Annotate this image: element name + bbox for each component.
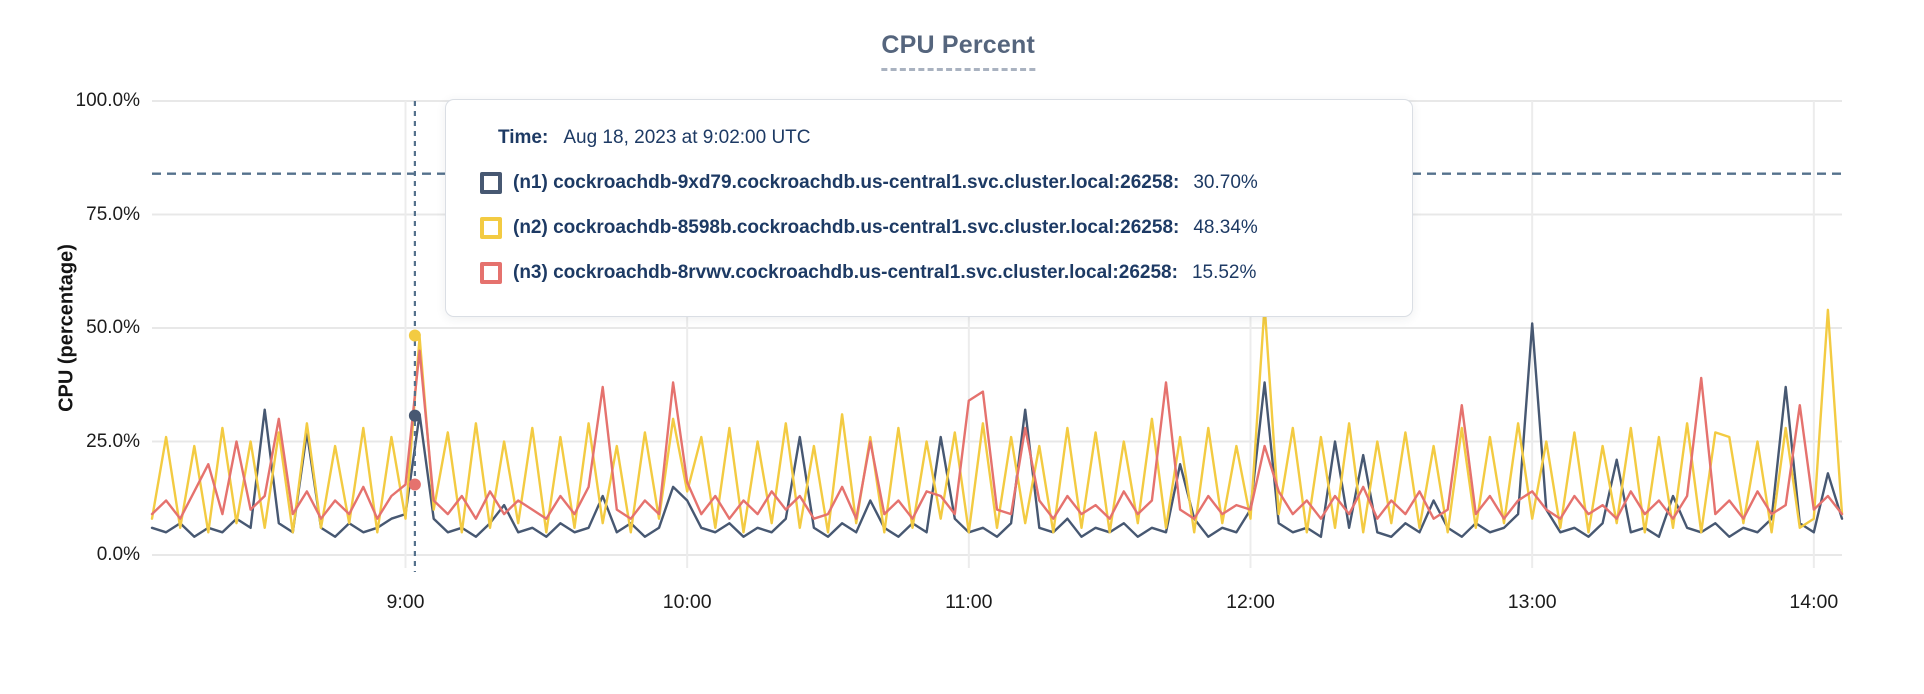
series-line-n2 <box>150 304 1844 534</box>
tooltip-series-value: 30.70% <box>1193 172 1258 193</box>
y-tick-label: 100.0% <box>75 90 140 111</box>
tooltip-time-row: Time: Aug 18, 2023 at 9:02:00 UTC <box>498 127 1412 149</box>
x-tick-label: 13:00 <box>1507 591 1557 613</box>
tooltip-series-row: (n3) cockroachdb-8rvwv.cockroachdb.us-ce… <box>480 262 1412 284</box>
y-tick-label: 50.0% <box>86 317 140 338</box>
series-line-n3 <box>150 349 1844 520</box>
tooltip-time-label: Time: <box>498 127 549 148</box>
y-tick-label: 75.0% <box>86 203 140 225</box>
series-swatch-n1-icon <box>480 172 502 194</box>
x-tick-label: 9:00 <box>386 591 425 613</box>
x-tick-label: 10:00 <box>662 591 712 613</box>
series-swatch-n2-icon <box>480 217 502 239</box>
hover-dot-n1 <box>408 409 421 422</box>
tooltip-series-label: (n1) cockroachdb-9xd79.cockroachdb.us-ce… <box>513 172 1180 193</box>
tooltip-series-row: (n2) cockroachdb-8598b.cockroachdb.us-ce… <box>480 217 1412 239</box>
tooltip-series-row: (n1) cockroachdb-9xd79.cockroachdb.us-ce… <box>480 172 1412 194</box>
y-tick-label: 0.0% <box>96 544 140 565</box>
tooltip-series-value: 15.52% <box>1191 262 1257 283</box>
series-swatch-n3-icon <box>480 262 502 284</box>
chart-title: CPU Percent <box>881 31 1035 71</box>
tooltip-time-value: Aug 18, 2023 at 9:02:00 UTC <box>563 127 811 148</box>
tooltip-series-value: 48.34% <box>1193 217 1258 238</box>
x-tick-label: 12:00 <box>1226 591 1275 613</box>
tooltip-series-label: (n3) cockroachdb-8rvwv.cockroachdb.us-ce… <box>513 262 1178 283</box>
tooltip-series-label: (n2) cockroachdb-8598b.cockroachdb.us-ce… <box>513 217 1180 238</box>
series-line-n1 <box>150 322 1844 538</box>
hover-dot-n3 <box>408 478 421 491</box>
hover-tooltip: Time: Aug 18, 2023 at 9:02:00 UTC (n1) co… <box>445 99 1413 317</box>
hover-dot-n2 <box>408 329 421 342</box>
y-tick-label: 25.0% <box>86 430 140 452</box>
x-tick-label: 11:00 <box>945 591 993 613</box>
x-tick-label: 14:00 <box>1789 591 1839 613</box>
